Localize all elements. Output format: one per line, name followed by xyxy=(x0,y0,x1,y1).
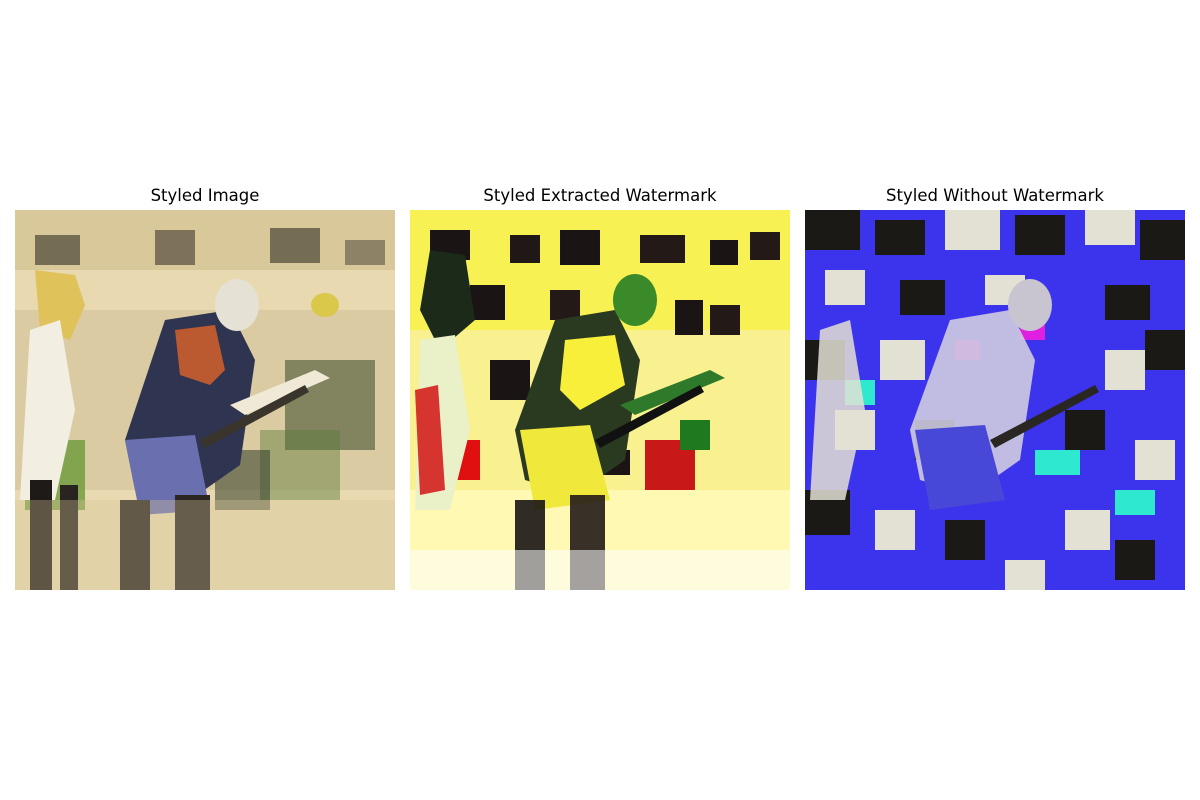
styled-extracted-watermark-image xyxy=(410,210,790,590)
panel-styled-image: Styled Image xyxy=(15,183,395,590)
panel-title: Styled Without Watermark xyxy=(886,186,1104,205)
panel-styled-without-watermark: Styled Without Watermark xyxy=(805,183,1185,590)
panel-styled-extracted-watermark: Styled Extracted Watermark xyxy=(410,183,790,590)
panel-title: Styled Image xyxy=(150,186,260,205)
styled-image xyxy=(15,210,395,590)
styled-without-watermark-image xyxy=(805,210,1185,590)
panel-title: Styled Extracted Watermark xyxy=(483,186,717,205)
